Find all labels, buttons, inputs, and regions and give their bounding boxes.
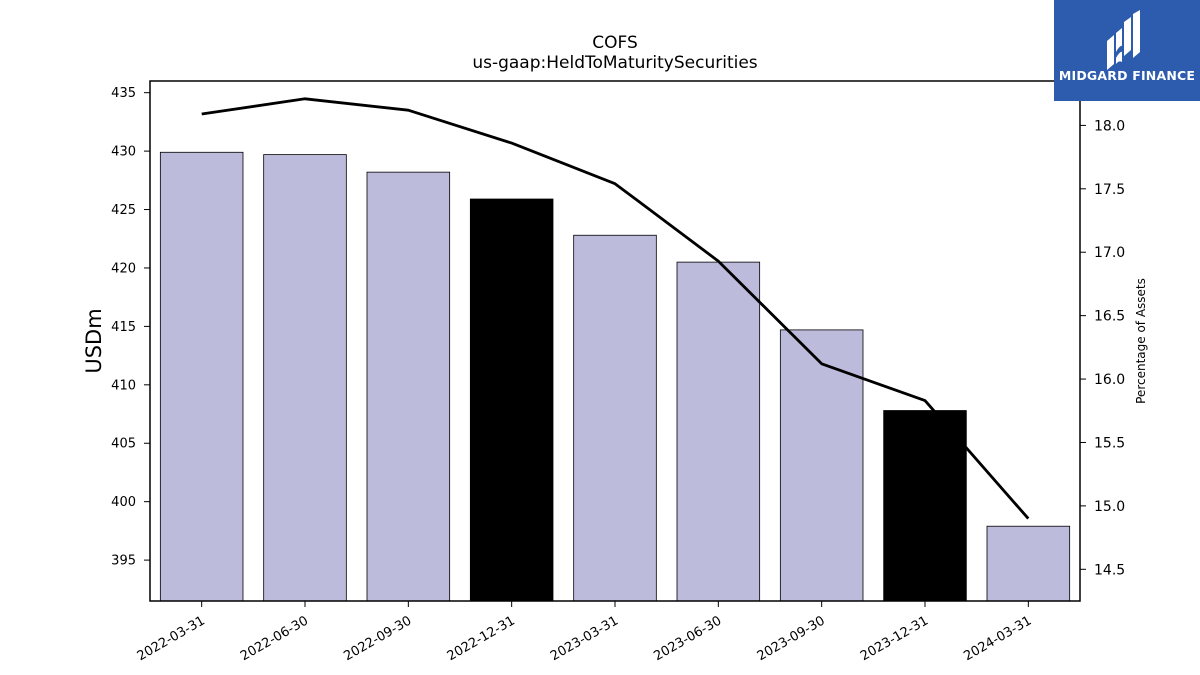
y2-axis-label: Percentage of Assets xyxy=(1134,278,1148,404)
bar-2022-09-30 xyxy=(366,171,451,602)
bar-2022-12-31 xyxy=(469,198,554,602)
y-axis-right: 14.5 15.0 15.5 16.0 16.5 17.0 17.5 18.0 xyxy=(1080,118,1125,578)
y-axis-label: USDm xyxy=(82,308,106,373)
chart-title: COFS xyxy=(592,33,638,53)
y2-tick-label: 17.5 xyxy=(1094,182,1125,198)
logo-text: MIDGARD FINANCE xyxy=(1058,68,1196,83)
y-tick-label: 430 xyxy=(111,145,136,160)
x-axis: 2022-03-31 2022-06-30 2022-09-30 2022-12-31… xyxy=(135,601,1034,664)
y-axis-left: 395 400 405 410 415 420 425 430 435 xyxy=(111,86,150,569)
logo-mark-icon xyxy=(1107,10,1140,70)
percentage-line xyxy=(201,97,1030,520)
x-tick-label: 2023-03-31 xyxy=(548,613,621,664)
bar-2022-06-30 xyxy=(263,154,347,602)
x-tick-label: 2023-09-30 xyxy=(755,613,828,664)
y2-tick-label: 16.5 xyxy=(1094,309,1125,325)
y2-tick-label: 16.0 xyxy=(1094,372,1125,388)
bar-2024-03-31 xyxy=(986,525,1071,602)
y-tick-label: 405 xyxy=(111,437,136,452)
x-tick-label: 2023-06-30 xyxy=(651,613,724,664)
y-tick-label: 410 xyxy=(111,378,136,393)
x-tick-label: 2023-12-31 xyxy=(858,613,931,664)
y-tick-label: 395 xyxy=(111,554,136,569)
x-tick-label: 2022-12-31 xyxy=(445,613,518,664)
midgard-finance-logo: MIDGARD FINANCE xyxy=(1054,0,1200,101)
line-series xyxy=(201,97,1030,520)
y2-tick-label: 18.0 xyxy=(1094,118,1125,134)
chart-subtitle: us-gaap:HeldToMaturitySecurities xyxy=(472,53,757,73)
x-tick-label: 2022-09-30 xyxy=(341,613,414,664)
y2-tick-label: 14.5 xyxy=(1094,562,1125,578)
y-tick-label: 435 xyxy=(111,86,136,101)
x-tick-label: 2022-06-30 xyxy=(238,613,311,664)
x-tick-label: 2024-03-31 xyxy=(961,613,1034,664)
y-tick-label: 415 xyxy=(111,320,136,335)
x-tick-label: 2022-03-31 xyxy=(135,613,208,664)
bar-2023-03-31 xyxy=(573,234,657,602)
y2-tick-label: 15.0 xyxy=(1094,499,1125,515)
y2-tick-label: 17.0 xyxy=(1094,245,1125,261)
bar-series xyxy=(159,151,1071,602)
y-tick-label: 400 xyxy=(111,495,136,510)
y-tick-label: 420 xyxy=(111,261,136,276)
bar-2023-12-31 xyxy=(883,410,967,602)
bar-2023-06-30 xyxy=(676,261,761,602)
y2-tick-label: 15.5 xyxy=(1094,435,1125,451)
bar-2023-09-30 xyxy=(779,329,864,602)
bar-2022-03-31 xyxy=(159,151,244,602)
y-tick-label: 425 xyxy=(111,203,136,218)
